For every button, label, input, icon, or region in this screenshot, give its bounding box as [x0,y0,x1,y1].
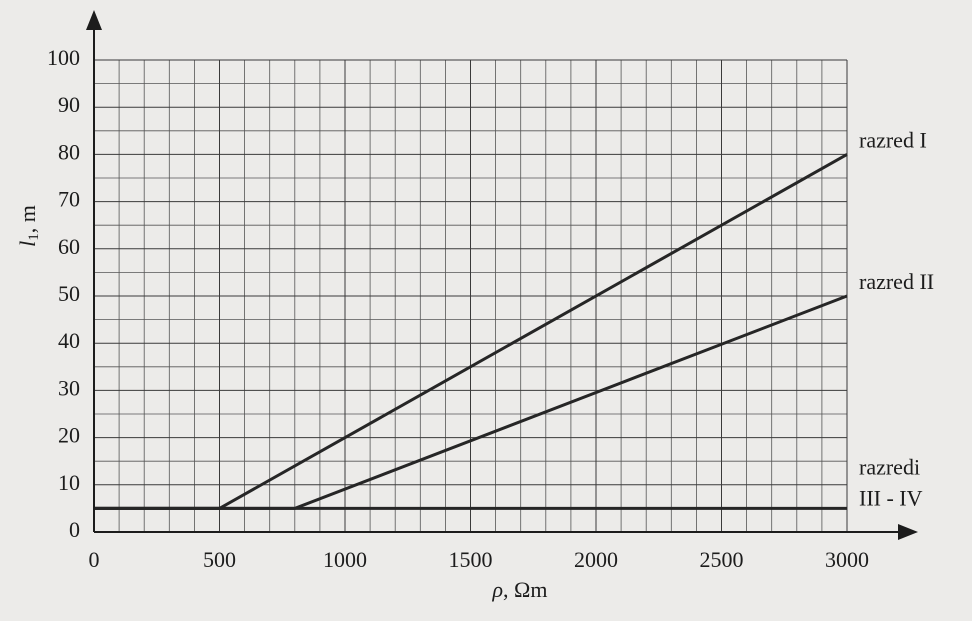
y-tick-label: 70 [58,187,80,212]
x-tick-label: 3000 [825,547,869,572]
series-label: razred I [859,127,927,152]
y-axis-symbol: l [15,241,40,247]
x-tick-label: 2500 [700,547,744,572]
y-tick-label: 40 [58,328,80,353]
x-tick-label: 0 [89,547,100,572]
x-tick-label: 1500 [449,547,493,572]
y-tick-label: 0 [69,517,80,542]
series-label: III - IV [859,485,923,510]
y-axis-arrow [86,10,102,30]
x-tick-label: 1000 [323,547,367,572]
grid [93,59,848,533]
y-tick-label: 90 [58,92,80,117]
y-tick-label: 10 [58,470,80,495]
x-axis-symbol: ρ [491,577,503,602]
y-tick-label: 20 [58,423,80,448]
y-tick-label: 80 [58,139,80,164]
y-axis-title: l1, m [15,205,42,247]
y-tick-label: 60 [58,234,80,259]
x-axis-title: ρ, Ωm [491,577,547,602]
series-label: razred II [859,269,934,294]
plot [94,153,848,510]
x-tick-label: 500 [203,547,236,572]
series-label: razredi [859,454,920,479]
y-tick-label: 50 [58,281,80,306]
y-axis-unit: , m [15,205,40,233]
y-tick-label: 100 [47,45,80,70]
y-tick-label: 30 [58,375,80,400]
y-axis-subscript: 1 [26,233,42,241]
x-tick-label: 2000 [574,547,618,572]
x-axis-unit: , Ωm [503,577,547,602]
x-axis-arrow [898,524,918,540]
